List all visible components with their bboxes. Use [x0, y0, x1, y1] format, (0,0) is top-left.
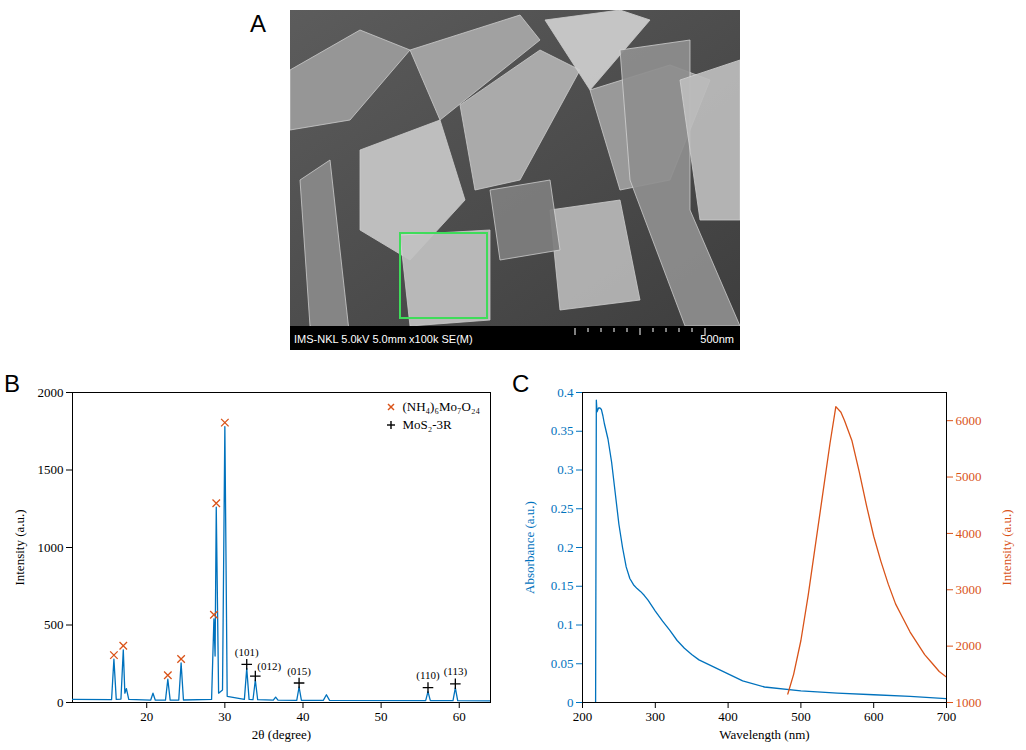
svg-text:500: 500 [44, 617, 64, 632]
svg-text:Intensity (a.u.): Intensity (a.u.) [12, 509, 27, 585]
svg-text:20: 20 [140, 709, 153, 724]
html-text:C: C [512, 370, 530, 397]
svg-text:0: 0 [567, 695, 574, 710]
svg-text:1000: 1000 [956, 695, 982, 710]
svg-text:(015): (015) [287, 665, 311, 678]
svg-text:0.1: 0.1 [557, 617, 573, 632]
svg-text:2000: 2000 [38, 385, 64, 400]
svg-text:0.05: 0.05 [551, 656, 574, 671]
svg-text:30: 30 [218, 709, 231, 724]
svg-text:2000: 2000 [956, 638, 982, 653]
svg-text:3000: 3000 [956, 582, 982, 597]
svg-text:(012): (012) [257, 660, 281, 673]
svg-text:1000: 1000 [38, 540, 64, 555]
svg-text:4000: 4000 [956, 526, 982, 541]
html-text:(NH₄)₆Mo₇O₂₄: (NH₄)₆Mo₇O₂₄ [402, 399, 480, 414]
svg-text:0.4: 0.4 [557, 385, 574, 400]
svg-text:0.2: 0.2 [557, 540, 573, 555]
svg-text:200: 200 [573, 709, 593, 724]
svg-text:5000: 5000 [956, 469, 982, 484]
svg-text:300: 300 [646, 709, 666, 724]
svg-text:6000: 6000 [956, 413, 982, 428]
svg-text:Intensity (a.u.): Intensity (a.u.) [999, 509, 1014, 585]
svg-text:400: 400 [718, 709, 738, 724]
svg-text:(101): (101) [235, 646, 259, 659]
html-text:B: B [4, 370, 20, 397]
svg-text:0.3: 0.3 [557, 462, 573, 477]
svg-text:500: 500 [791, 709, 811, 724]
svg-text:(113): (113) [444, 665, 468, 678]
svg-text:0: 0 [57, 695, 64, 710]
svg-text:0.15: 0.15 [551, 578, 574, 593]
html-text:A: A [250, 10, 266, 37]
svg-text:(110): (110) [416, 669, 440, 682]
svg-text:Absorbance (a.u.): Absorbance (a.u.) [522, 501, 537, 594]
svg-text:1500: 1500 [38, 462, 64, 477]
svg-text:Wavelength (nm): Wavelength (nm) [719, 727, 809, 742]
svg-text:50: 50 [375, 709, 388, 724]
svg-text:2θ (degree): 2θ (degree) [252, 727, 311, 742]
svg-text:IMS-NKL 5.0kV 5.0mm x100k SE(M: IMS-NKL 5.0kV 5.0mm x100k SE(M) [294, 333, 473, 345]
html-text:MoS₂-3R: MoS₂-3R [402, 417, 452, 432]
svg-text:0.35: 0.35 [551, 423, 574, 438]
svg-text:60: 60 [453, 709, 466, 724]
svg-text:600: 600 [864, 709, 884, 724]
svg-text:40: 40 [296, 709, 309, 724]
svg-text:700: 700 [937, 709, 957, 724]
svg-text:0.25: 0.25 [551, 501, 574, 516]
svg-text:500nm: 500nm [700, 333, 734, 345]
